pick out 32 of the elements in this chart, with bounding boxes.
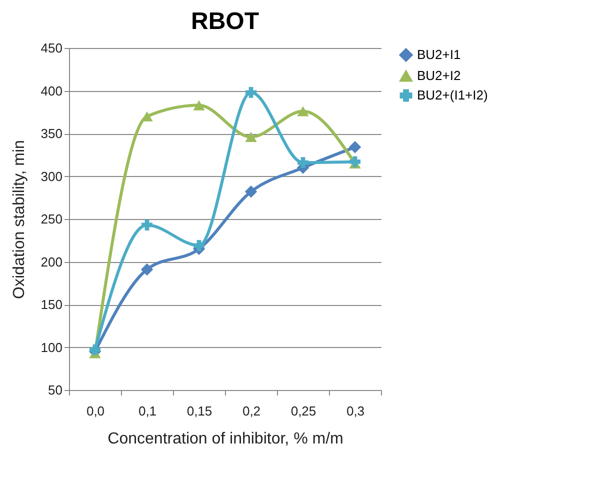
y-tick-label: 250: [40, 212, 62, 226]
y-tick-label: 100: [40, 340, 62, 355]
x-tick-label: 0,15: [186, 404, 212, 418]
point: [142, 220, 152, 230]
chart-title: RBOT: [191, 8, 260, 35]
point: [244, 186, 258, 198]
x-tick-label: 0,1: [138, 404, 157, 418]
y-tick-label: 50: [48, 382, 62, 398]
y-axis-title: Oxidation stability, min: [10, 140, 28, 299]
x-tick-label: 0,25: [290, 404, 316, 418]
point: [90, 344, 100, 356]
point: [193, 100, 205, 110]
point: [298, 157, 308, 168]
y-tick-label: 350: [40, 126, 62, 141]
y-tick-label: 200: [40, 254, 62, 270]
point: [245, 132, 257, 142]
legend-label: BU2+I1: [417, 47, 461, 62]
x-axis-title: Concentration of inhibitor, % m/m: [108, 430, 344, 448]
x-tick-label: 0,3: [346, 404, 365, 418]
point: [297, 106, 309, 116]
point: [194, 240, 204, 251]
point: [140, 263, 154, 276]
y-tick-label: 450: [40, 40, 62, 56]
x-tick-label: 0,0: [86, 404, 105, 418]
y-tick-label: 150: [40, 297, 62, 312]
point: [348, 141, 362, 154]
point: [246, 86, 256, 98]
legend-label: BU2+I2: [417, 68, 461, 83]
legend-label: BU2+(I1+I2): [417, 88, 488, 102]
y-tick-label: 300: [40, 168, 62, 184]
y-tick-label: 400: [40, 83, 62, 98]
x-tick-label: 0,2: [242, 404, 261, 418]
